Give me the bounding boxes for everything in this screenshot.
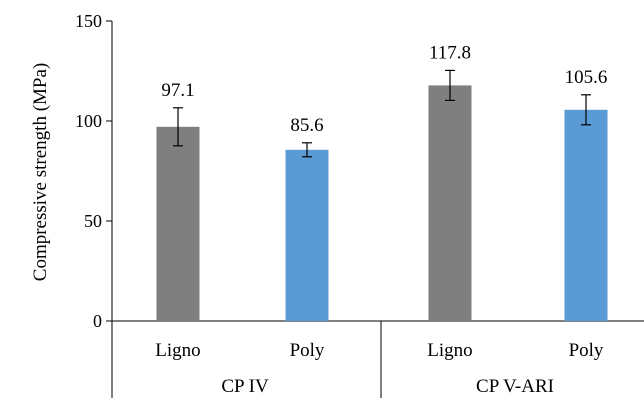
- x-group-label: CP IV: [221, 376, 269, 397]
- y-tick-label: 50: [84, 211, 102, 231]
- x-category-label: Ligno: [427, 340, 472, 361]
- data-label: 105.6: [565, 67, 608, 88]
- y-tick-label: 0: [93, 311, 102, 331]
- x-category-label: Ligno: [155, 340, 200, 361]
- x-category-label: Poly: [290, 340, 325, 361]
- y-tick-label: 150: [75, 11, 102, 31]
- y-axis-label: Compressive strength (MPa): [30, 63, 51, 281]
- bar: [428, 85, 472, 322]
- bar: [156, 126, 200, 321]
- bar: [564, 109, 608, 321]
- data-label: 117.8: [429, 42, 471, 63]
- data-label: 85.6: [290, 115, 323, 136]
- bar: [285, 149, 329, 321]
- x-category-label: Poly: [569, 340, 604, 361]
- y-tick-label: 100: [75, 111, 102, 131]
- x-group-label: CP V-ARI: [476, 376, 554, 397]
- data-label: 97.1: [161, 80, 194, 101]
